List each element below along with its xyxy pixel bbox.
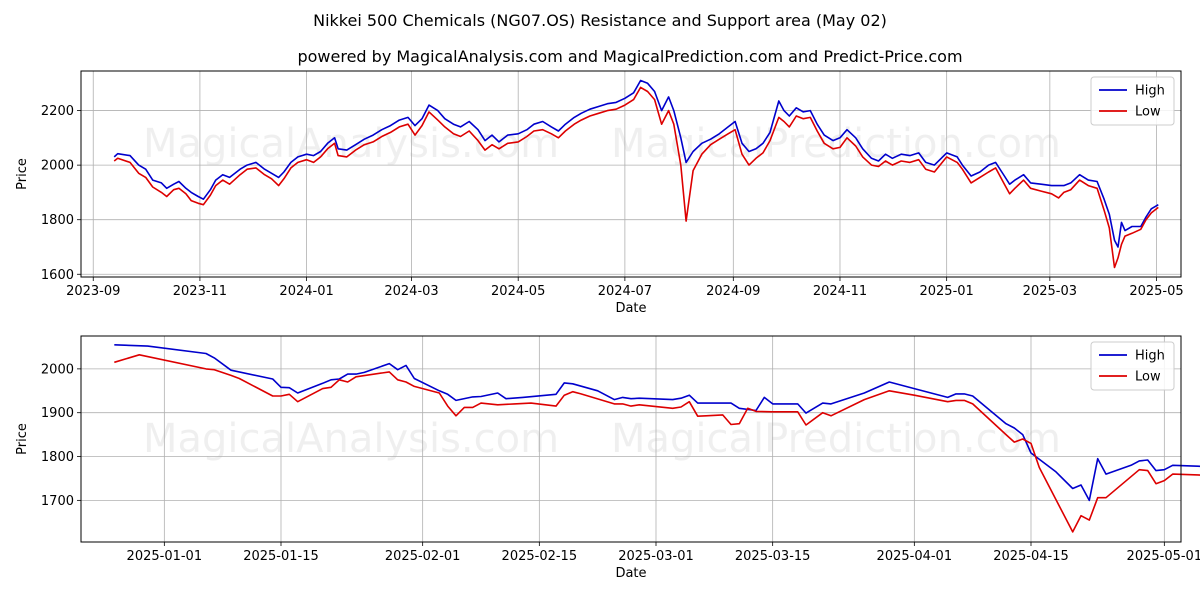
- x-tick-label: 2025-04-01: [877, 549, 953, 564]
- y-tick-label: 1600: [41, 268, 74, 283]
- y-axis-label: Price: [15, 158, 30, 190]
- y-tick-label: 2000: [41, 362, 74, 377]
- x-tick-label: 2025-02-01: [385, 549, 461, 564]
- y-axis-label: Price: [15, 423, 30, 455]
- y-tick-label: 1700: [41, 494, 74, 509]
- series-line-low: [114, 353, 1200, 533]
- legend-box: [1090, 341, 1175, 391]
- y-tick-label: 1800: [41, 450, 74, 465]
- series-line-low: [113, 86, 1159, 269]
- x-tick-label: 2025-05-01: [1127, 549, 1200, 564]
- watermark-right: MagicalPrediction.com: [611, 416, 1061, 462]
- legend-box: [1090, 76, 1175, 126]
- series-line-high: [113, 79, 1159, 248]
- x-tick-label: 2024-01: [279, 284, 333, 299]
- y-tick-label: 2200: [41, 104, 74, 119]
- y-tick-label: 1900: [41, 406, 74, 421]
- x-tick-label: 2024-07: [598, 284, 652, 299]
- series-line-high: [114, 344, 1200, 502]
- x-tick-label: 2024-05: [491, 284, 545, 299]
- x-tick-label: 2024-03: [384, 284, 438, 299]
- legend-label-low: Low: [1135, 105, 1161, 120]
- plot-frame: [80, 335, 1182, 543]
- watermark-left: MagicalAnalysis.com: [143, 416, 559, 462]
- x-tick-label: 2025-01-01: [127, 549, 203, 564]
- x-tick-label: 2025-02-15: [502, 549, 578, 564]
- legend-label-high: High: [1135, 349, 1165, 364]
- legend: High Low: [1090, 341, 1175, 391]
- chart-subtitle: powered by MagicalAnalysis.com and Magic…: [297, 47, 962, 66]
- x-tick-label: 2025-01: [919, 284, 973, 299]
- x-tick-label: 2024-11: [813, 284, 867, 299]
- legend-label-high: High: [1135, 84, 1165, 99]
- chart-panel-2: MagicalAnalysis.com MagicalPrediction.com…: [15, 335, 1200, 581]
- plot-frame: [80, 70, 1182, 278]
- chart-panel-1: MagicalAnalysis.com MagicalPrediction.com…: [15, 70, 1184, 316]
- x-tick-label: 2024-09: [706, 284, 760, 299]
- x-tick-label: 2025-03-15: [735, 549, 811, 564]
- legend-label-low: Low: [1135, 370, 1161, 385]
- x-tick-label: 2025-03: [1023, 284, 1077, 299]
- x-tick-label: 2023-11: [173, 284, 227, 299]
- x-tick-label: 2023-09: [66, 284, 120, 299]
- y-tick-label: 2000: [41, 159, 74, 174]
- x-tick-label: 2025-01-15: [243, 549, 319, 564]
- watermark-left: MagicalAnalysis.com: [143, 121, 559, 167]
- x-tick-label: 2025-04-15: [993, 549, 1069, 564]
- chart-title: Nikkei 500 Chemicals (NG07.OS) Resistanc…: [313, 11, 887, 30]
- x-tick-label: 2025-03-01: [618, 549, 694, 564]
- x-axis-label: Date: [615, 566, 646, 581]
- x-tick-label: 2025-05: [1129, 284, 1183, 299]
- x-axis-label: Date: [615, 301, 646, 316]
- legend: High Low: [1090, 76, 1175, 126]
- y-tick-label: 1800: [41, 213, 74, 228]
